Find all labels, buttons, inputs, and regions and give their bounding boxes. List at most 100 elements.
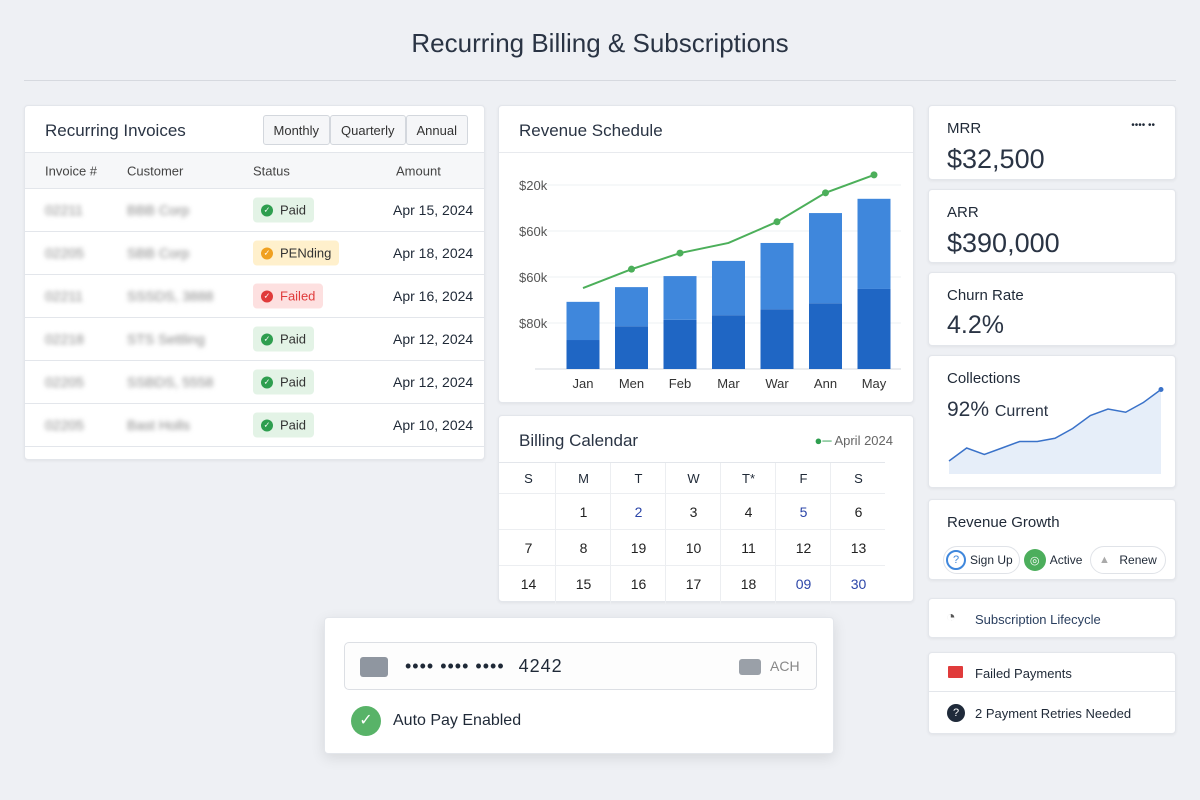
calendar-day[interactable]: 09: [795, 576, 812, 592]
weekday-header: T: [634, 471, 643, 486]
status-icon: ✓: [261, 333, 273, 345]
table-row[interactable]: 02205 Bast Holls ✓ Paid Apr 10, 2024: [25, 404, 484, 447]
invoice-number: 02205: [45, 245, 84, 261]
calendar-day[interactable]: 10: [685, 540, 702, 556]
collections-card: Collections 92% Current: [928, 355, 1176, 488]
stage-sign-up[interactable]: ? Sign Up: [943, 546, 1020, 574]
more-icon[interactable]: •••• ••: [1131, 120, 1155, 131]
calendar-day[interactable]: 18: [740, 576, 757, 592]
status-badge: ✓ Paid: [253, 369, 315, 395]
calendar-title: Billing Calendar: [519, 431, 639, 450]
amount: Apr 10, 2024: [393, 417, 474, 433]
bar-segment: [809, 213, 842, 304]
invoice-number: 02218: [45, 331, 84, 347]
card-number-field[interactable]: •••• •••• •••• 4242 ACH: [344, 642, 817, 690]
ach-label[interactable]: ACH: [770, 658, 800, 674]
bar-segment: [712, 260, 745, 316]
trend-point: [822, 189, 829, 197]
amount: Apr 15, 2024: [393, 202, 474, 218]
card-number: •••• •••• •••• 4242: [405, 656, 563, 677]
col-customer[interactable]: Customer: [127, 163, 184, 178]
table-header: Invoice # Customer Status Amount: [25, 152, 484, 189]
card-title: Recurring Invoices: [45, 121, 186, 140]
bar-segment: [857, 198, 891, 289]
weekday-header: F: [799, 471, 808, 486]
calendar-day[interactable]: 4: [744, 504, 753, 520]
table-row[interactable]: 02205 SBB Corp ✓ PENding Apr 18, 2024: [25, 232, 484, 275]
calendar-day[interactable]: 15: [575, 576, 592, 592]
calendar-grid: S M T W T* F S 1 2 3 4 5 6 7 8 19 10 11 12 13 14 15 16 17 18 09 30: [499, 462, 885, 604]
calendar-day[interactable]: 19: [630, 540, 647, 556]
table-row[interactable]: 02211 BBB Corp ✓ Paid Apr 15, 2024: [25, 189, 484, 232]
chart-title: Revenue Schedule: [519, 121, 663, 140]
calendar-day[interactable]: 1: [579, 504, 588, 520]
stage-active[interactable]: ◎ Active: [1022, 546, 1089, 574]
arr-card: ARR $390,000: [928, 189, 1176, 263]
growth-title: Revenue Growth: [947, 514, 1060, 531]
arr-label: ARR: [947, 204, 979, 221]
retries-label[interactable]: 2 Payment Retries Needed: [975, 706, 1132, 721]
status-badge: ✓ Paid: [253, 412, 315, 438]
col-invoice[interactable]: Invoice #: [45, 163, 98, 178]
check-icon: ✓: [351, 706, 381, 736]
calendar-day[interactable]: 13: [850, 540, 867, 556]
card-icon: [360, 657, 388, 677]
calendar-day[interactable]: 11: [741, 540, 756, 556]
weekday-header: W: [687, 471, 700, 486]
calendar-day[interactable]: 14: [520, 576, 537, 592]
calendar-day[interactable]: 16: [630, 576, 647, 592]
quarterly-button[interactable]: Quarterly: [330, 115, 406, 145]
bar-segment: [615, 326, 648, 369]
calendar-day[interactable]: 3: [689, 504, 698, 520]
status-label: Paid: [280, 374, 307, 390]
stage-renew[interactable]: ▲ Renew: [1090, 546, 1166, 574]
status-icon: ✓: [261, 247, 273, 259]
status-icon: ✓: [261, 204, 273, 216]
col-amount[interactable]: Amount: [396, 163, 441, 178]
weekday-header: T*: [742, 471, 755, 486]
collections-sparkline: [948, 387, 1164, 474]
table-row[interactable]: 02211 SSSDS, 3888 ✓ Failed Apr 16, 2024: [25, 275, 484, 318]
calendar-day[interactable]: 12: [795, 540, 812, 556]
subscription-lifecycle-link[interactable]: ◔ Subscription Lifecycle: [928, 598, 1176, 638]
autopay-status[interactable]: Auto Pay Enabled: [393, 712, 522, 729]
period-toggle: Monthly Quarterly Annual: [262, 115, 468, 145]
status-badge: ✓ Paid: [253, 326, 315, 352]
calendar-day[interactable]: 5: [799, 504, 808, 520]
customer-name: SSBDS, 5558: [127, 374, 214, 390]
x-tick-label: Men: [619, 376, 644, 391]
trend-point: [870, 171, 878, 179]
trend-point: [676, 249, 684, 257]
table-row[interactable]: 02205 SSBDS, 5558 ✓ Paid Apr 12, 2024: [25, 361, 484, 404]
mail-icon: [948, 666, 963, 678]
status-label: Paid: [280, 331, 307, 347]
status-badge: ✓ PENding: [253, 240, 340, 266]
bar-segment: [712, 315, 745, 369]
calendar-day[interactable]: 6: [854, 504, 863, 520]
calendar-day[interactable]: 8: [579, 540, 588, 556]
ach-icon: [739, 659, 761, 675]
month-selector[interactable]: ●─ April 2024: [814, 433, 893, 448]
status-icon: ✓: [261, 419, 273, 431]
bar-segment: [663, 276, 697, 320]
col-status[interactable]: Status: [253, 163, 290, 178]
table-row[interactable]: 02218 STS Settling ✓ Paid Apr 12, 2024: [25, 318, 484, 361]
amount: Apr 18, 2024: [393, 245, 474, 261]
customer-name: STS Settling: [127, 331, 205, 347]
calendar-day[interactable]: 30: [850, 576, 867, 592]
mrr-card: MRR •••• •• $32,500: [928, 105, 1176, 180]
mrr-value: $32,500: [947, 144, 1045, 174]
customer-name: Bast Holls: [127, 417, 191, 433]
churn-value: 4.2%: [947, 311, 1004, 339]
failed-payments-title[interactable]: Failed Payments: [975, 666, 1072, 681]
calendar-day[interactable]: 7: [524, 540, 533, 556]
annual-button[interactable]: Annual: [405, 115, 468, 145]
calendar-day[interactable]: 17: [685, 576, 702, 592]
monthly-button[interactable]: Monthly: [262, 115, 331, 145]
bar-segment: [566, 340, 600, 369]
recurring-invoices-card: Recurring Invoices Monthly Quarterly Ann…: [24, 105, 485, 460]
amount: Apr 16, 2024: [393, 288, 474, 304]
weekday-header: S: [854, 471, 863, 486]
trend-point: [773, 218, 781, 226]
calendar-day[interactable]: 2: [634, 504, 643, 520]
